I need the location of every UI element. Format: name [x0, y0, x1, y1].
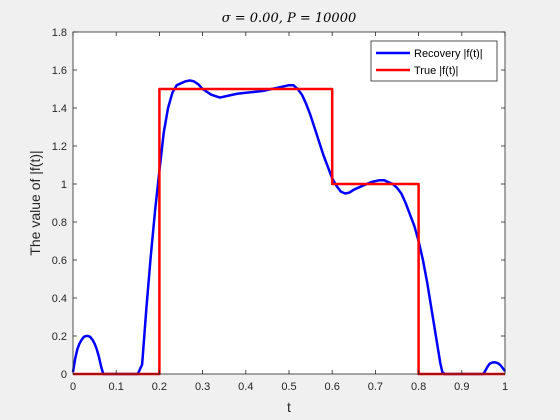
x-tick-label: 1: [502, 381, 508, 393]
x-tick-label: 0.4: [238, 381, 253, 393]
y-tick-label: 0.2: [52, 331, 67, 343]
x-tick-label: 0.1: [109, 381, 124, 393]
y-tick-label: 1.4: [52, 103, 67, 115]
x-tick-label: 0.5: [281, 381, 296, 393]
x-tick-label: 0.2: [152, 381, 167, 393]
y-tick-label: 0.6: [52, 255, 67, 267]
legend-box: [370, 40, 498, 82]
y-axis-ticks: 0 0.2 0.4 0.6 0.8 1 1.2 1.4 1.6 1.8: [52, 27, 505, 381]
x-tick-label: 0.7: [368, 381, 383, 393]
y-tick-label: 0.8: [52, 217, 67, 229]
x-axis-ticks: 0 0.1 0.2 0.3 0.4 0.5 0.6 0.7 0.8 0.9 1: [70, 32, 508, 393]
y-tick-label: 1: [61, 179, 67, 191]
x-tick-label: 0.3: [195, 381, 210, 393]
series-line-true: [73, 87, 505, 376]
legend-label-recovery: Recovery |f(t)|: [414, 48, 483, 60]
legend-label-true: True |f(t)|: [414, 65, 458, 77]
x-tick-label: 0.9: [454, 381, 469, 393]
y-tick-label: 1.6: [52, 65, 67, 77]
y-axis-label: The value of |f(t)|: [27, 150, 43, 255]
y-tick-label: 1.2: [52, 141, 67, 153]
plot-area: [73, 32, 505, 374]
y-tick-label: 1.8: [52, 27, 67, 39]
legend: Recovery |f(t)| True |f(t)|: [370, 40, 498, 82]
x-tick-label: 0.8: [411, 381, 426, 393]
y-tick-label: 0.4: [52, 293, 67, 305]
x-axis-label: t: [287, 399, 291, 415]
x-tick-label: 0: [70, 381, 76, 393]
chart-title: σ = 0.00, P = 10000: [222, 11, 357, 26]
x-tick-label: 0.6: [325, 381, 340, 393]
y-tick-label: 0: [61, 369, 67, 381]
